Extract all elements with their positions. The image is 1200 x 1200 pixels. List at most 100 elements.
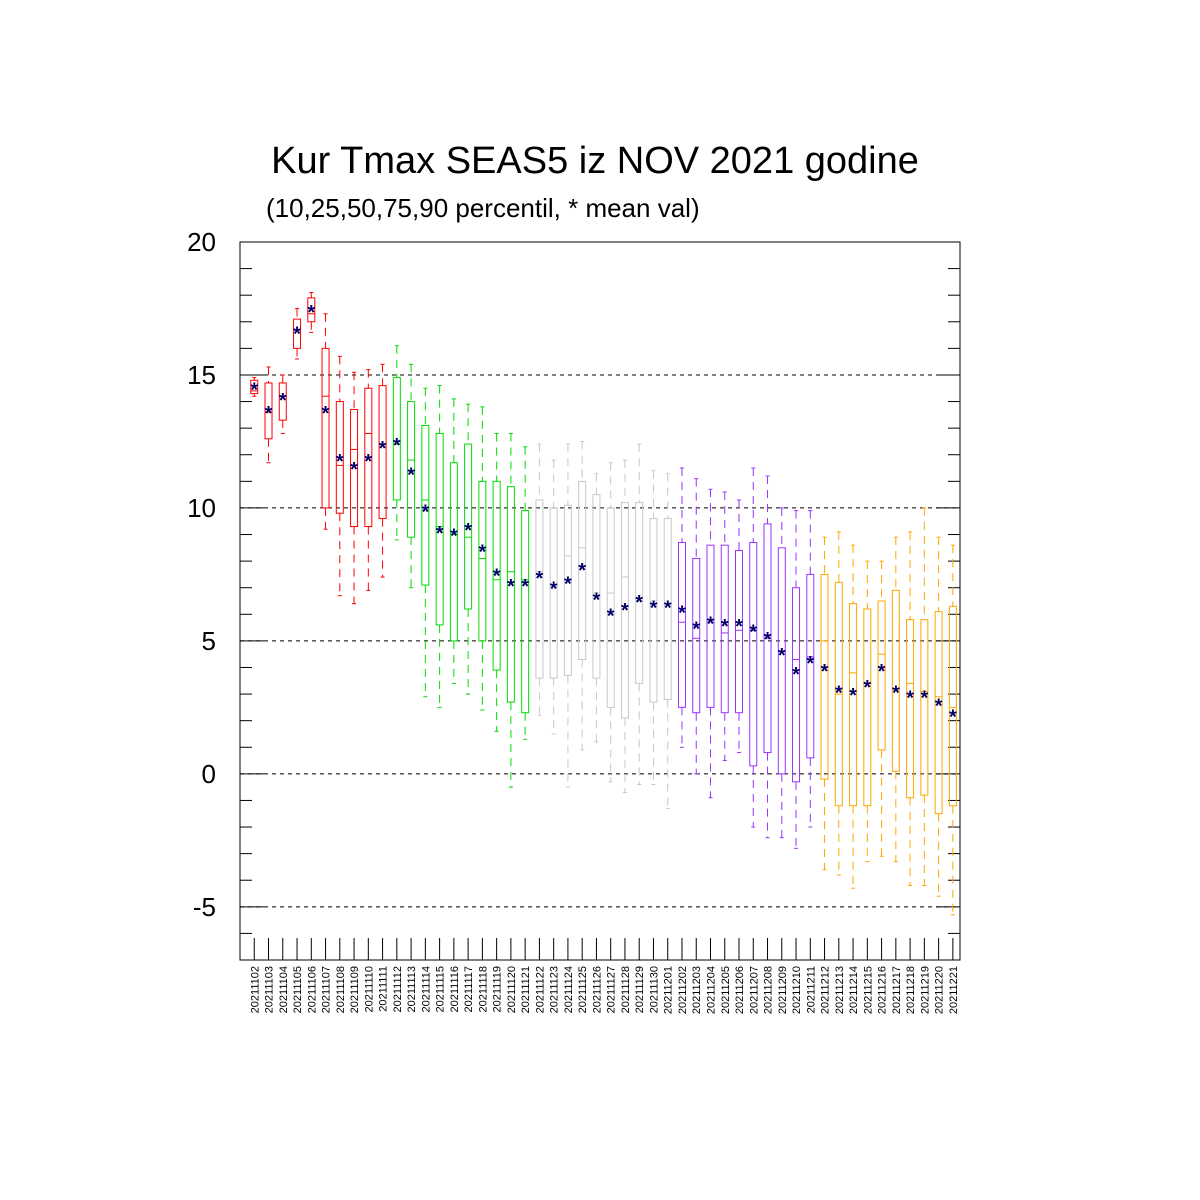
box-20211122 [535,443,544,716]
iqr-box [321,347,330,509]
mean-marker: * [749,621,757,643]
x-tick-label: 20211109 [349,966,361,1013]
iqr-box [449,462,458,642]
box-20211221 [948,544,957,916]
box-20211127 [606,462,615,783]
mean-marker: * [863,677,871,699]
mean-marker: * [279,390,287,412]
x-tick-label: 20211107 [321,966,333,1013]
mean-marker: * [607,605,615,627]
box-20211125 [578,440,587,751]
iqr-box [806,573,815,759]
mean-marker: * [493,565,501,587]
x-tick-label: 20211121 [520,966,532,1013]
box-20211119 [492,432,501,732]
iqr-box [606,507,615,708]
mean-marker: * [806,653,814,675]
mean-marker: * [892,682,900,704]
y-tick-label: 0 [202,759,216,789]
y-tick-label: 20 [187,227,216,257]
box-20211111 [378,363,387,578]
x-tick-label: 20211127 [606,966,618,1013]
box-20211116 [449,398,458,684]
mean-marker: * [350,459,358,481]
mean-marker: * [393,435,401,457]
mean-marker: * [692,619,700,641]
box-series [250,292,957,916]
iqr-box [820,573,829,780]
x-tick-label: 20211108 [335,966,347,1013]
box-20211220 [934,536,943,897]
iqr-box [592,494,601,679]
box-20211107 [321,313,330,530]
x-tick-label: 20211123 [549,966,561,1013]
mean-marker: * [293,323,301,345]
x-tick-label: 20211128 [620,966,632,1013]
box-20211208 [763,475,772,839]
iqr-box [364,387,373,528]
box-20211117 [464,403,473,695]
x-tick-label: 20211209 [777,966,789,1014]
x-tick-label: 20211214 [848,966,860,1014]
x-tick-label: 20211117 [463,966,475,1013]
iqr-box [663,518,672,700]
x-tick-label: 20211125 [577,966,589,1013]
box-20211213 [834,531,843,876]
box-20211110 [364,369,373,591]
mean-marker: * [379,438,387,460]
box-20211202 [677,467,686,748]
x-tick-label: 20211211 [805,966,817,1013]
box-20211103 [264,366,273,464]
mean-marker: * [707,613,715,635]
x-tick-label: 20211203 [691,966,703,1014]
box-20211205 [720,491,729,762]
x-tick-label: 20211210 [791,966,803,1014]
x-tick-label: 20211118 [477,966,489,1013]
iqr-box [920,619,929,796]
iqr-box [435,432,444,626]
iqr-box [535,499,544,679]
mean-marker: * [421,502,429,524]
iqr-box [392,377,401,501]
box-20211219 [920,507,929,887]
box-20211109 [350,371,359,605]
mean-marker: * [436,523,444,545]
mean-marker: * [464,520,472,542]
x-tick-label: 20211202 [677,966,689,1014]
x-tick-label: 20211126 [591,966,603,1013]
iqr-box [749,541,758,767]
iqr-box [891,589,900,772]
box-20211124 [563,443,572,788]
iqr-box [934,611,943,815]
box-20211123 [549,459,558,735]
mean-marker: * [849,685,857,707]
iqr-box [421,424,430,586]
mean-marker: * [678,603,686,625]
iqr-box [264,382,273,440]
box-20211212 [820,536,829,871]
mean-marker: * [650,597,658,619]
iqr-box [578,480,587,661]
mean-marker: * [407,464,415,486]
iqr-box [407,401,416,538]
iqr-box [692,557,701,714]
box-20211215 [863,560,872,863]
iqr-box [906,619,915,799]
box-20211112 [392,345,401,541]
iqr-box [777,547,786,775]
iqr-box [521,510,530,714]
x-tick-label: 20211122 [534,966,546,1013]
box-20211214 [849,544,858,889]
box-20211209 [777,507,786,839]
iqr-box [792,587,801,783]
x-tick-label: 20211129 [634,966,646,1013]
y-tick-label: 15 [187,360,216,390]
iqr-box [563,504,572,676]
x-tick-label: 20211120 [506,966,518,1013]
mean-marker: * [835,682,843,704]
box-20211104 [278,374,287,434]
iqr-box [335,401,344,514]
x-tick-label: 20211119 [492,966,504,1013]
x-tick-label: 20211124 [563,966,575,1013]
mean-marker: * [578,560,586,582]
